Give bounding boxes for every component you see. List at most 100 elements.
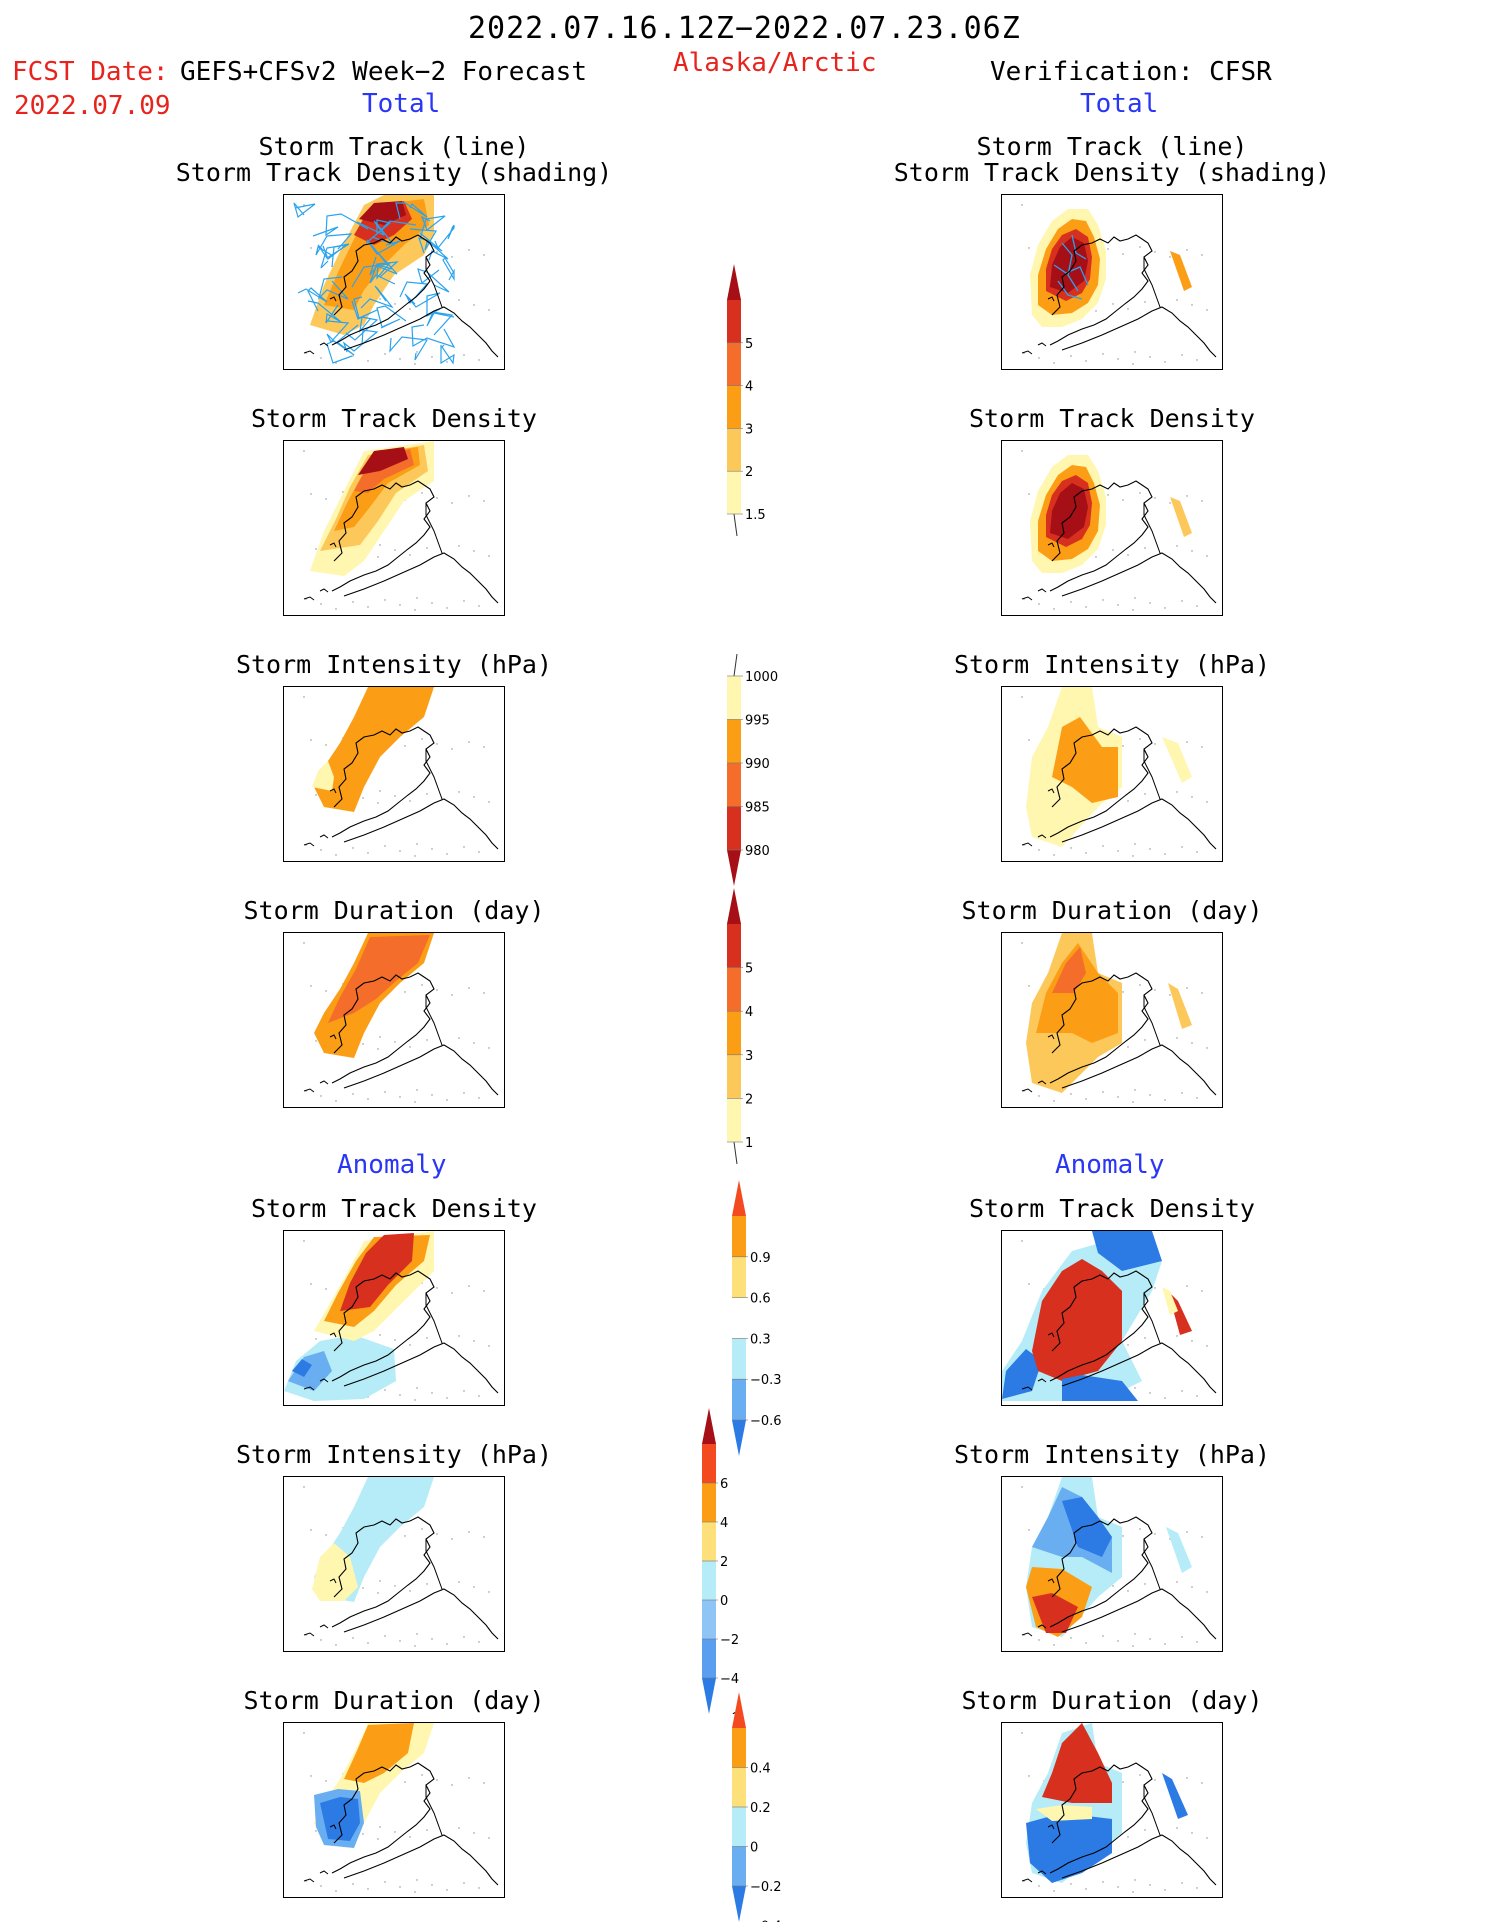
graticule-dot — [1117, 850, 1119, 852]
graticule-dot — [473, 304, 475, 306]
island — [303, 1878, 315, 1883]
graticule-dot — [315, 794, 317, 796]
island — [1037, 342, 1047, 347]
graticule-dot — [310, 247, 312, 249]
graticule-dot — [1122, 499, 1124, 501]
storm-track-line — [317, 243, 350, 268]
graticule-dot — [1149, 848, 1151, 850]
graticule-dot — [384, 1635, 386, 1637]
graticule-dot — [483, 254, 485, 256]
graticule-dot — [451, 994, 453, 996]
graticule-dot — [1176, 1581, 1178, 1583]
graticule-dot — [1169, 256, 1171, 258]
graticule-dot — [1134, 843, 1136, 845]
graticule-dot — [414, 1891, 416, 1893]
fcst-date-value: 2022.07.09 — [14, 91, 171, 121]
storm-track-line — [1071, 234, 1087, 260]
colorbar-swatch — [732, 1728, 746, 1768]
graticule-dot — [1186, 495, 1188, 497]
graticule-dot — [1127, 800, 1129, 802]
coastline — [1049, 1762, 1153, 1874]
island — [329, 1824, 337, 1830]
graticule-dot — [384, 1091, 386, 1093]
graticule-dot — [320, 1095, 322, 1097]
graticule-dot — [478, 1887, 480, 1889]
graticule-dot — [1181, 354, 1183, 356]
colorbar-arrow-down — [702, 1678, 716, 1714]
graticule-dot — [1149, 602, 1151, 604]
graticule-dot — [394, 1585, 396, 1587]
colorbar-swatch — [732, 1379, 746, 1420]
graticule-dot — [1149, 1094, 1151, 1096]
graticule-dot — [1021, 1732, 1023, 1734]
graticule-dot — [404, 1535, 406, 1537]
graticule-dot — [1169, 994, 1171, 996]
shading-region — [1050, 237, 1088, 293]
graticule-dot — [421, 738, 423, 740]
graticule-dot — [1149, 1638, 1151, 1640]
graticule-dot — [1164, 1397, 1166, 1399]
graticule-dot — [394, 1831, 396, 1833]
island — [1021, 842, 1033, 847]
graticule-dot — [1038, 1095, 1040, 1097]
graticule-dot — [431, 602, 433, 604]
coastline-south — [343, 1044, 499, 1096]
colorbar-tick-label: 995 — [745, 714, 770, 729]
shading-region — [1170, 497, 1192, 537]
graticule-dot — [421, 492, 423, 494]
graticule-dot — [1196, 851, 1198, 853]
graticule-dot — [1201, 746, 1203, 748]
graticule-dot — [1154, 1779, 1156, 1781]
graticule-dot — [436, 251, 438, 253]
graticule-dot — [488, 1047, 490, 1049]
graticule-dot — [451, 1292, 453, 1294]
coastline-south — [343, 306, 499, 358]
graticule-dot — [421, 1774, 423, 1776]
island — [1047, 788, 1055, 794]
border-line — [425, 995, 443, 1046]
graticule-dot — [310, 493, 312, 495]
graticule-dot — [1132, 363, 1134, 365]
coastline-south — [343, 1342, 499, 1394]
graticule-dot — [1144, 547, 1146, 549]
graticule-dot — [409, 1590, 411, 1592]
graticule-dot — [1102, 1881, 1104, 1883]
graticule-dot — [320, 603, 322, 605]
colorbar-swatch — [732, 1216, 746, 1257]
graticule-dot — [473, 1042, 475, 1044]
storm-track-line — [351, 296, 378, 320]
graticule-dot — [416, 1633, 418, 1635]
island — [1021, 350, 1033, 355]
colorbar-tick-label: 5 — [745, 337, 753, 352]
graticule-dot — [1201, 992, 1203, 994]
graticule-dot — [426, 1583, 428, 1585]
storm-track-line — [411, 324, 456, 349]
graticule-dot — [431, 1094, 433, 1096]
graticule-dot — [416, 1387, 418, 1389]
graticule-dot — [1176, 791, 1178, 793]
colorbar-tick-label: 4 — [745, 1005, 753, 1020]
graticule-dot — [1206, 1047, 1208, 1049]
shading-region — [320, 1797, 360, 1841]
shading-region — [1168, 983, 1192, 1029]
shading-region — [358, 447, 408, 475]
map-right-density — [1001, 440, 1223, 616]
graticule-dot — [451, 1538, 453, 1540]
graticule-dot — [1139, 738, 1141, 740]
fcst-date-label: FCST Date: — [12, 57, 169, 87]
graticule-dot — [1021, 942, 1023, 944]
storm-track-line — [307, 300, 342, 324]
graticule-dot — [431, 1392, 433, 1394]
graticule-dot — [310, 1775, 312, 1777]
colorbar-tick-label: 0.9 — [750, 1251, 771, 1266]
colorbar-swatch — [702, 1522, 716, 1561]
graticule-dot — [1144, 1583, 1146, 1585]
map-right-track — [1001, 194, 1223, 370]
colorbar-swatch — [732, 1256, 746, 1298]
island — [1047, 1824, 1055, 1830]
graticule-dot — [414, 855, 416, 857]
graticule-dot — [1038, 1639, 1040, 1641]
storm-track-line — [426, 311, 455, 336]
graticule-dot — [1139, 1774, 1141, 1776]
